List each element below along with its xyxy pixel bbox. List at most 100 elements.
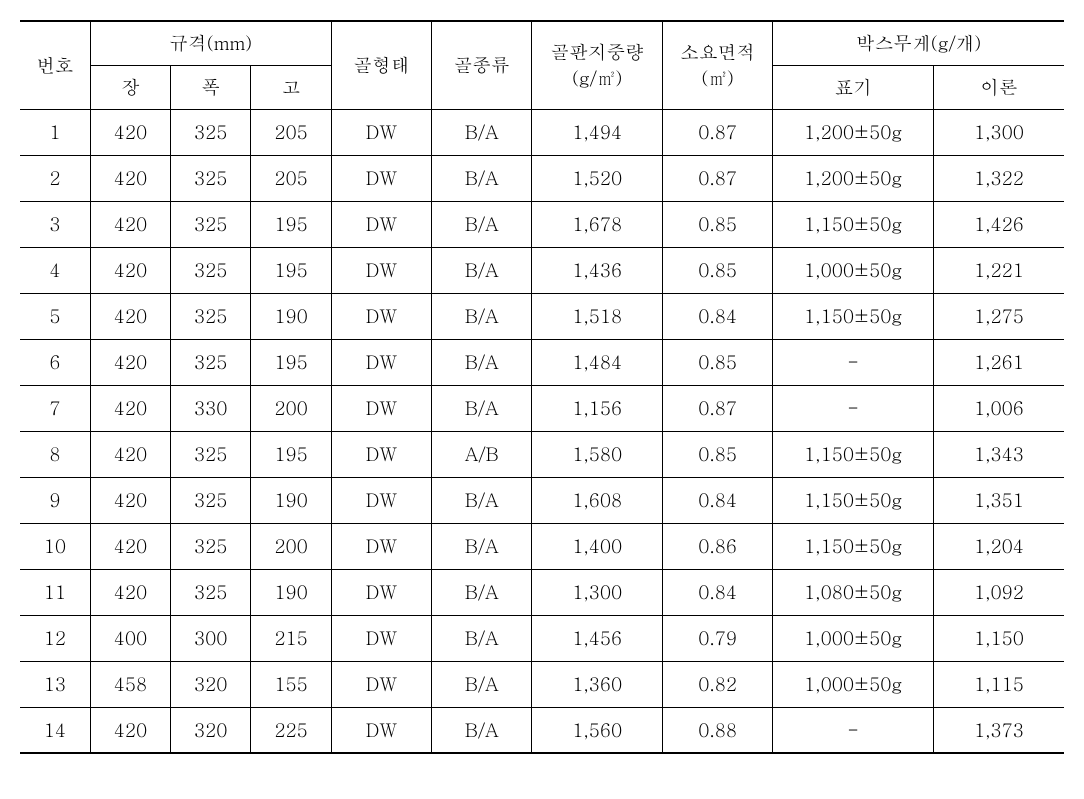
cell-board-weight: 1,400 bbox=[532, 523, 662, 569]
cell-pok: 320 bbox=[171, 707, 251, 753]
cell-area: 0.84 bbox=[662, 477, 772, 523]
cell-area: 0.85 bbox=[662, 431, 772, 477]
cell-board-weight: 1,360 bbox=[532, 661, 662, 707]
cell-type: B/A bbox=[432, 707, 532, 753]
cell-area: 0.79 bbox=[662, 615, 772, 661]
cell-go: 205 bbox=[251, 109, 331, 155]
cell-go: 190 bbox=[251, 477, 331, 523]
cell-jang: 420 bbox=[90, 523, 170, 569]
cell-jang: 420 bbox=[90, 109, 170, 155]
cell-no: 12 bbox=[20, 615, 90, 661]
cell-shape: DW bbox=[331, 201, 431, 247]
cell-type: B/A bbox=[432, 661, 532, 707]
cell-marked: 1,150±50g bbox=[773, 477, 934, 523]
table-row: 9420325190DWB/A1,6080.841,150±50g1,351 bbox=[20, 477, 1064, 523]
cell-pok: 320 bbox=[171, 661, 251, 707]
table-row: 1420325205DWB/A1,4940.871,200±50g1,300 bbox=[20, 109, 1064, 155]
cell-board-weight: 1,156 bbox=[532, 385, 662, 431]
col-box-weight-group: 박스무게(g/개) bbox=[773, 21, 1064, 65]
cell-area: 0.87 bbox=[662, 155, 772, 201]
cell-area: 0.88 bbox=[662, 707, 772, 753]
cell-pok: 330 bbox=[171, 385, 251, 431]
cell-theory: 1,092 bbox=[933, 569, 1064, 615]
cell-no: 8 bbox=[20, 431, 90, 477]
col-flute-shape: 골형태 bbox=[331, 21, 431, 109]
cell-type: B/A bbox=[432, 201, 532, 247]
cell-go: 195 bbox=[251, 201, 331, 247]
board-weight-label: 골판지중량 bbox=[533, 39, 660, 65]
table-row: 3420325195DWB/A1,6780.851,150±50g1,426 bbox=[20, 201, 1064, 247]
cell-marked: 1,150±50g bbox=[773, 431, 934, 477]
cell-theory: 1,261 bbox=[933, 339, 1064, 385]
cell-board-weight: 1,580 bbox=[532, 431, 662, 477]
col-no: 번호 bbox=[20, 21, 90, 109]
col-spec-pok: 폭 bbox=[171, 65, 251, 109]
cell-type: B/A bbox=[432, 293, 532, 339]
cell-board-weight: 1,484 bbox=[532, 339, 662, 385]
cell-pok: 325 bbox=[171, 201, 251, 247]
req-area-label: 소요면적 bbox=[664, 39, 771, 65]
table-row: 12400300215DWB/A1,4560.791,000±50g1,150 bbox=[20, 615, 1064, 661]
cell-marked: 1,000±50g bbox=[773, 661, 934, 707]
cell-board-weight: 1,494 bbox=[532, 109, 662, 155]
cell-type: B/A bbox=[432, 523, 532, 569]
cell-theory: 1,351 bbox=[933, 477, 1064, 523]
table-header: 번호 규격(mm) 골형태 골종류 골판지중량 (g/㎡) 소요면적 (㎡) 박… bbox=[20, 21, 1064, 109]
cell-shape: DW bbox=[331, 293, 431, 339]
req-area-unit: (㎡) bbox=[664, 65, 771, 91]
cell-pok: 325 bbox=[171, 109, 251, 155]
table-row: 4420325195DWB/A1,4360.851,000±50g1,221 bbox=[20, 247, 1064, 293]
cell-area: 0.82 bbox=[662, 661, 772, 707]
table-row: 7420330200DWB/A1,1560.87-1,006 bbox=[20, 385, 1064, 431]
cell-no: 4 bbox=[20, 247, 90, 293]
cell-go: 190 bbox=[251, 569, 331, 615]
cell-marked: 1,000±50g bbox=[773, 247, 934, 293]
cell-pok: 325 bbox=[171, 523, 251, 569]
cell-area: 0.84 bbox=[662, 293, 772, 339]
col-marked: 표기 bbox=[773, 65, 934, 109]
cell-theory: 1,373 bbox=[933, 707, 1064, 753]
cell-jang: 458 bbox=[90, 661, 170, 707]
cell-pok: 325 bbox=[171, 477, 251, 523]
cell-jang: 420 bbox=[90, 247, 170, 293]
col-flute-type: 골종류 bbox=[432, 21, 532, 109]
cell-area: 0.86 bbox=[662, 523, 772, 569]
cell-jang: 420 bbox=[90, 477, 170, 523]
cell-area: 0.87 bbox=[662, 385, 772, 431]
cell-shape: DW bbox=[331, 707, 431, 753]
cell-jang: 420 bbox=[90, 569, 170, 615]
cell-board-weight: 1,678 bbox=[532, 201, 662, 247]
cell-go: 205 bbox=[251, 155, 331, 201]
cell-type: B/A bbox=[432, 339, 532, 385]
col-spec-jang: 장 bbox=[90, 65, 170, 109]
cell-shape: DW bbox=[331, 385, 431, 431]
cell-shape: DW bbox=[331, 247, 431, 293]
cell-no: 13 bbox=[20, 661, 90, 707]
cell-no: 3 bbox=[20, 201, 90, 247]
cell-go: 200 bbox=[251, 523, 331, 569]
col-spec-go: 고 bbox=[251, 65, 331, 109]
cell-type: B/A bbox=[432, 247, 532, 293]
cell-marked: 1,150±50g bbox=[773, 523, 934, 569]
cell-type: B/A bbox=[432, 569, 532, 615]
cell-board-weight: 1,520 bbox=[532, 155, 662, 201]
cell-shape: DW bbox=[331, 523, 431, 569]
cell-shape: DW bbox=[331, 477, 431, 523]
cell-board-weight: 1,608 bbox=[532, 477, 662, 523]
cell-marked: 1,200±50g bbox=[773, 155, 934, 201]
cell-jang: 420 bbox=[90, 293, 170, 339]
cell-go: 215 bbox=[251, 615, 331, 661]
cell-no: 9 bbox=[20, 477, 90, 523]
cell-theory: 1,204 bbox=[933, 523, 1064, 569]
cell-jang: 420 bbox=[90, 339, 170, 385]
cell-type: B/A bbox=[432, 155, 532, 201]
cell-marked: 1,150±50g bbox=[773, 293, 934, 339]
cell-pok: 325 bbox=[171, 569, 251, 615]
cell-jang: 420 bbox=[90, 385, 170, 431]
table-row: 13458320155DWB/A1,3600.821,000±50g1,115 bbox=[20, 661, 1064, 707]
cell-area: 0.87 bbox=[662, 109, 772, 155]
cell-shape: DW bbox=[331, 155, 431, 201]
cell-jang: 420 bbox=[90, 201, 170, 247]
cell-no: 11 bbox=[20, 569, 90, 615]
cell-shape: DW bbox=[331, 109, 431, 155]
